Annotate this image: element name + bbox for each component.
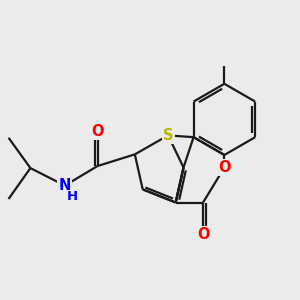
Text: O: O — [91, 124, 104, 139]
Text: O: O — [218, 160, 231, 175]
Text: N: N — [58, 178, 71, 193]
Text: O: O — [197, 227, 209, 242]
Text: H: H — [67, 190, 78, 203]
Text: S: S — [163, 128, 173, 143]
